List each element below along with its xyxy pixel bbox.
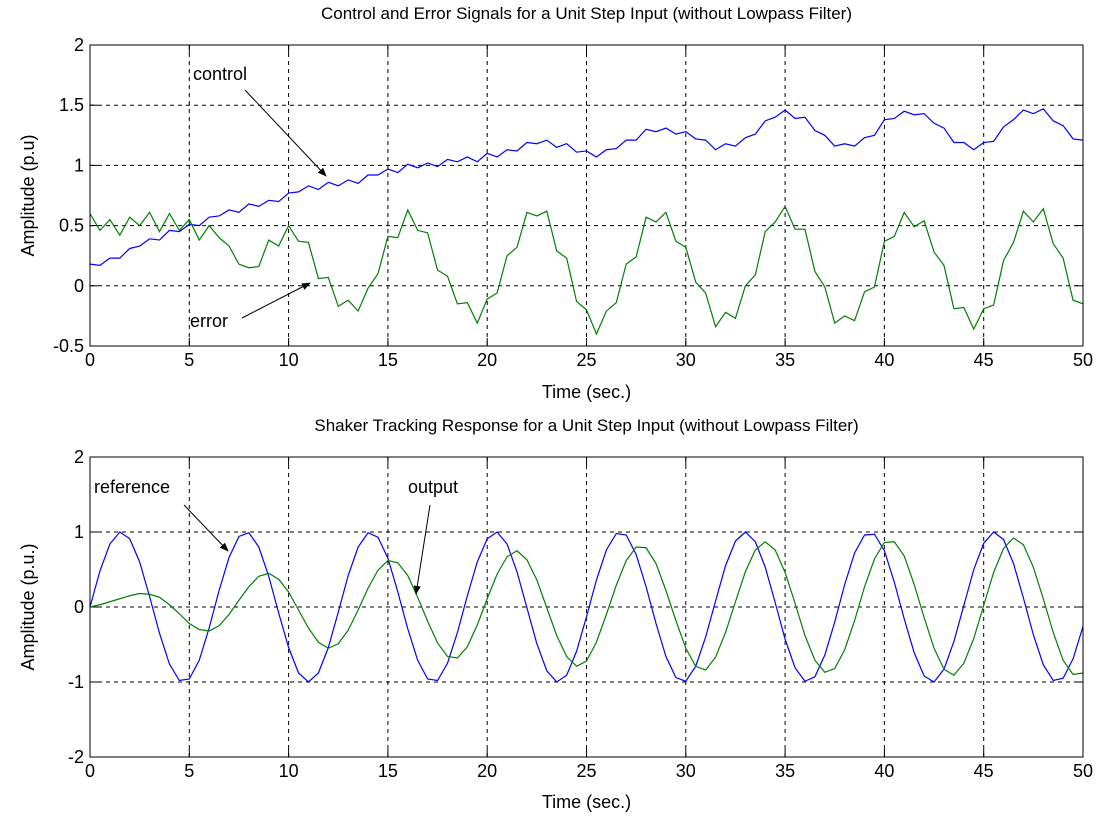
x-tick-label: 40 (874, 761, 894, 781)
series-annotation: reference (94, 477, 170, 497)
chart-title: Control and Error Signals for a Unit Ste… (321, 4, 852, 23)
x-tick-label: 25 (576, 761, 596, 781)
annotation-arrow (183, 504, 229, 552)
plot-area (90, 45, 1083, 346)
x-tick-label: 5 (184, 350, 194, 370)
y-tick-label: 0 (74, 276, 84, 296)
x-tick-label: 20 (477, 761, 497, 781)
x-tick-label: 50 (1073, 761, 1093, 781)
x-tick-label: 0 (85, 761, 95, 781)
y-tick-label: -1 (68, 672, 84, 692)
y-axis-label: Amplitude (p.u) (18, 134, 38, 256)
annotation-arrow (244, 89, 327, 177)
series-annotation: output (408, 477, 458, 497)
x-tick-label: 0 (85, 350, 95, 370)
y-tick-label: 0.5 (59, 216, 84, 236)
y-tick-label: 2 (74, 447, 84, 467)
x-axis-label: Time (sec.) (542, 792, 631, 812)
y-tick-label: 1 (74, 522, 84, 542)
x-tick-label: 10 (279, 350, 299, 370)
series-annotation: control (193, 64, 247, 84)
x-tick-label: 30 (676, 761, 696, 781)
y-axis-label: Amplitude (p.u.) (18, 543, 38, 670)
x-tick-label: 25 (576, 350, 596, 370)
x-tick-label: 15 (378, 761, 398, 781)
axes-frame (89, 456, 1084, 758)
x-tick-label: 50 (1073, 350, 1093, 370)
x-axis-label: Time (sec.) (542, 382, 631, 402)
annotation-arrow (413, 504, 431, 595)
subplot: 0 5 10 15 20 25 30 35 40 45 50-0.500.511.52control… (18, 4, 1093, 402)
data-line (89, 108, 1084, 266)
data-line (89, 531, 1084, 683)
y-tick-label: 1 (74, 155, 84, 175)
y-tick-label: -2 (68, 747, 84, 767)
annotation-arrow (241, 282, 311, 319)
x-tick-label: 35 (775, 761, 795, 781)
data-line (89, 205, 1084, 336)
x-tick-label: 45 (974, 761, 994, 781)
x-tick-label: 35 (775, 350, 795, 370)
series-annotation: error (190, 311, 228, 331)
x-tick-label: 40 (874, 350, 894, 370)
axes-frame (89, 44, 1084, 347)
y-tick-label: -0.5 (53, 336, 84, 356)
x-tick-label: 45 (974, 350, 994, 370)
x-tick-label: 5 (184, 761, 194, 781)
x-tick-label: 30 (676, 350, 696, 370)
subplot: 0 5 10 15 20 25 30 35 40 45 50 -2 -1 0 1 2 reference outp… (18, 416, 1093, 812)
y-tick-label: 0 (74, 597, 84, 617)
x-tick-label: 15 (378, 350, 398, 370)
x-tick-label: 10 (279, 761, 299, 781)
y-tick-label: 1.5 (59, 95, 84, 115)
data-line (89, 537, 1084, 677)
x-tick-label: 20 (477, 350, 497, 370)
chart-title: Shaker Tracking Response for a Unit Step… (314, 416, 858, 435)
y-tick-label: 2 (74, 35, 84, 55)
